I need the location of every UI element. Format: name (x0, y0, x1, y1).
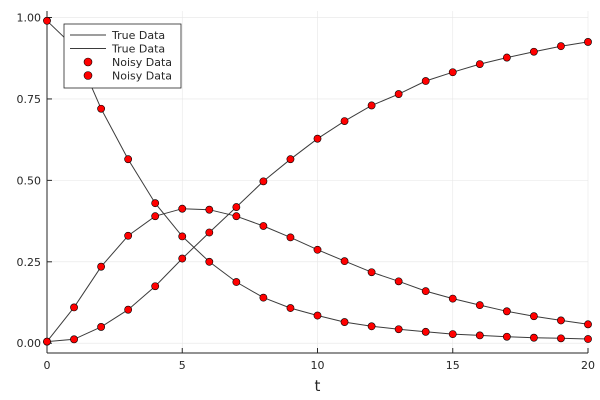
series-2-point (394, 277, 403, 286)
series-3-point (448, 68, 457, 77)
series-3-point (205, 228, 214, 237)
series-3-point (70, 335, 78, 344)
legend-label: Noisy Data (112, 56, 172, 69)
x-tick-label: 5 (179, 359, 186, 372)
y-tick-label: 0.25 (17, 256, 42, 269)
series-2-point (340, 257, 349, 266)
series-3-point (286, 155, 295, 164)
series-3-point (340, 117, 349, 125)
series-2-point (557, 316, 565, 325)
series-2-point (421, 287, 430, 296)
x-tick-label: 0 (44, 359, 51, 372)
series-3-point (232, 203, 241, 211)
series-1-point (557, 334, 565, 343)
series-1-point (313, 311, 322, 320)
series-2-point (124, 231, 133, 240)
series-2-point (178, 204, 187, 213)
series-2-point (448, 294, 457, 303)
series-2-point (530, 312, 538, 321)
legend-label: True Data (111, 29, 165, 42)
series-markers (43, 16, 592, 346)
series-3-point (421, 77, 430, 85)
series-1-point (151, 199, 160, 208)
series-1-point (43, 16, 51, 25)
x-tick-label: 15 (446, 359, 460, 372)
series-3-point (43, 337, 51, 346)
series-1-point (259, 293, 268, 302)
legend-label: True Data (111, 43, 165, 56)
series-3-point (394, 90, 403, 98)
y-tick-label: 0.75 (17, 93, 42, 106)
legend-marker-swatch (83, 57, 93, 67)
legend-marker-swatch (83, 71, 93, 80)
grid (46, 11, 589, 353)
series-2-point (367, 268, 376, 277)
x-axis-label: t (315, 377, 321, 395)
series-2-point (584, 320, 592, 329)
series-2-point (475, 301, 484, 310)
series-2-point (286, 233, 295, 242)
series-3-point (502, 53, 511, 62)
series-1-point (530, 333, 538, 342)
series-2-point (70, 303, 78, 312)
series-1-point (124, 155, 133, 164)
axes (46, 11, 589, 354)
series-2-point (259, 222, 268, 230)
series-3-point (124, 305, 133, 314)
series-3-point (557, 42, 565, 51)
series-2-point (151, 212, 160, 221)
series-1-point (394, 325, 403, 334)
series-3-point (151, 282, 160, 291)
series-1-point (367, 322, 376, 331)
series-2-point (502, 307, 511, 316)
series-3-point (259, 177, 268, 186)
y-tick-label: 0.50 (17, 174, 42, 187)
series-1-point (475, 331, 484, 340)
series-2-point (205, 205, 214, 214)
series-3-point (313, 134, 322, 143)
series-2-point (97, 262, 105, 271)
series-1-point (205, 257, 214, 266)
series-1-point (421, 327, 430, 336)
series-3-point (584, 38, 592, 46)
series-1-point (340, 318, 349, 326)
tick-labels: 0 5 10 15 20 0.00 0.25 0.50 0.75 1.00 (17, 12, 596, 372)
legend-label: Noisy Data (112, 70, 172, 83)
series-3-point (367, 101, 376, 110)
series-2-point (313, 245, 322, 254)
y-tick-label: 0.00 (17, 337, 42, 350)
x-tick-label: 10 (311, 359, 325, 372)
series-3-point (97, 323, 105, 331)
series-1-point (502, 332, 511, 341)
series-1-point (584, 335, 592, 343)
series-1-point (178, 232, 187, 241)
series-1-point (232, 278, 241, 286)
series-3-point (475, 60, 484, 68)
series-3-point (178, 254, 187, 263)
x-tick-label: 20 (581, 359, 595, 372)
series-1-point (97, 104, 105, 113)
series-1-point (448, 330, 457, 339)
series-3-point (530, 47, 538, 56)
series-1-point (286, 304, 295, 312)
y-tick-label: 1.00 (17, 12, 42, 25)
series-2-point (232, 212, 241, 221)
